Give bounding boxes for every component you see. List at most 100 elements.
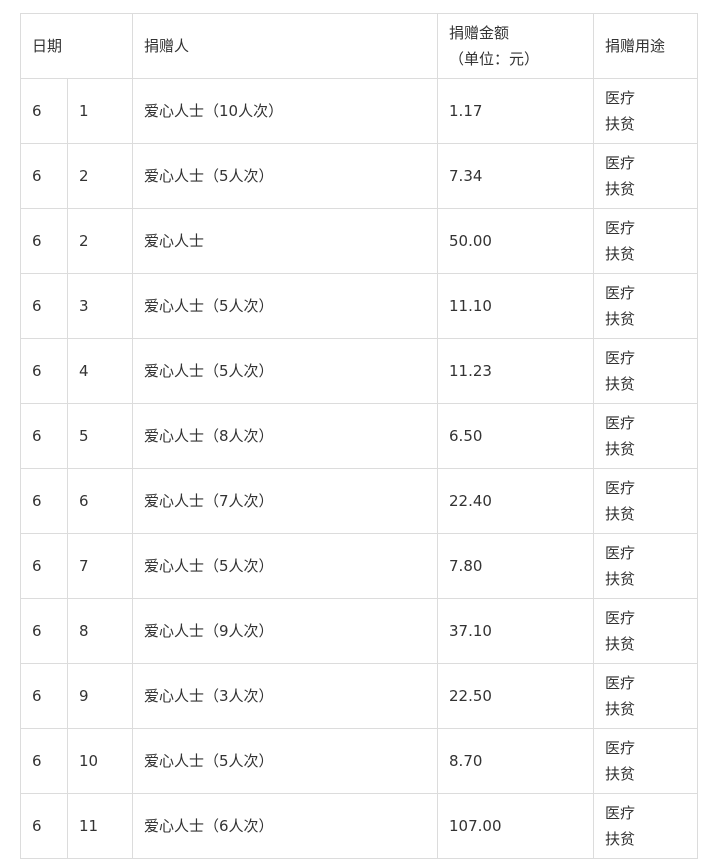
table-row: 6 7 爱心人士（5人次） 7.80 医疗 扶贫 xyxy=(20,533,699,599)
amount-cell: 107.00 xyxy=(437,793,595,859)
month-cell: 6 xyxy=(20,663,68,729)
purpose-item: 扶贫 xyxy=(605,830,636,848)
table-row: 6 8 爱心人士（9人次） 37.10 医疗 扶贫 xyxy=(20,598,699,664)
table-row: 6 9 爱心人士（3人次） 22.50 医疗 扶贫 xyxy=(20,663,699,729)
header-purpose: 捐赠用途 xyxy=(593,13,699,79)
table-row: 6 6 爱心人士（7人次） 22.40 医疗 扶贫 xyxy=(20,468,699,534)
donor-cell: 爱心人士（9人次） xyxy=(132,598,439,664)
donor-cell: 爱心人士（10人次） xyxy=(132,78,439,144)
month-cell: 6 xyxy=(20,208,68,274)
purpose-item: 扶贫 xyxy=(605,115,636,133)
day-cell: 2 xyxy=(66,143,134,209)
purpose-cell: 医疗 扶贫 xyxy=(593,468,699,534)
purpose-item: 医疗 xyxy=(605,89,636,107)
day-cell: 1 xyxy=(66,78,134,144)
purpose-cell: 医疗 扶贫 xyxy=(593,533,699,599)
day-cell: 2 xyxy=(66,208,134,274)
day-cell: 7 xyxy=(66,533,134,599)
purpose-cell: 医疗 扶贫 xyxy=(593,598,699,664)
month-cell: 6 xyxy=(20,338,68,404)
table-row: 6 4 爱心人士（5人次） 11.23 医疗 扶贫 xyxy=(20,338,699,404)
table-row: 6 1 爱心人士（10人次） 1.17 医疗扶贫 xyxy=(20,78,699,144)
purpose-item: 扶贫 xyxy=(605,570,636,588)
purpose-cell: 医疗 扶贫 xyxy=(593,728,699,794)
day-cell: 6 xyxy=(66,468,134,534)
purpose-item: 医疗 xyxy=(605,674,636,692)
amount-cell: 22.50 xyxy=(437,663,595,729)
amount-cell: 7.80 xyxy=(437,533,595,599)
donor-cell: 爱心人士（7人次） xyxy=(132,468,439,534)
purpose-item: 扶贫 xyxy=(605,635,636,653)
purpose-cell: 医疗 扶贫 xyxy=(593,208,699,274)
table-row: 6 2 爱心人士（5人次） 7.34 医疗 扶贫 xyxy=(20,143,699,209)
table-row: 6 2 爱心人士 50.00 医疗 扶贫 xyxy=(20,208,699,274)
month-cell: 6 xyxy=(20,273,68,339)
amount-cell: 8.70 xyxy=(437,728,595,794)
month-cell: 6 xyxy=(20,468,68,534)
header-donor: 捐赠人 xyxy=(132,13,439,79)
header-date: 日期 xyxy=(19,13,134,79)
donor-cell: 爱心人士（5人次） xyxy=(132,338,439,404)
amount-cell: 7.34 xyxy=(437,143,595,209)
purpose-item: 医疗 xyxy=(605,479,636,497)
amount-cell: 50.00 xyxy=(437,208,595,274)
purpose-item: 扶贫 xyxy=(605,505,636,523)
day-cell: 5 xyxy=(66,403,134,469)
day-cell: 3 xyxy=(66,273,134,339)
donor-cell: 爱心人士（6人次） xyxy=(132,793,439,859)
purpose-item: 扶贫 xyxy=(605,700,636,718)
purpose-cell: 医疗 扶贫 xyxy=(593,793,699,859)
header-amount: 捐赠金额 （单位：元） xyxy=(437,13,595,79)
month-cell: 6 xyxy=(20,403,68,469)
purpose-item: 医疗 xyxy=(605,284,636,302)
donation-table: 日期 捐赠人 捐赠金额 （单位：元） 捐赠用途 6 1 爱心人士（10人次） 1.17 医… xyxy=(19,13,699,859)
donor-cell: 爱心人士（5人次） xyxy=(132,273,439,339)
purpose-item: 扶贫 xyxy=(605,440,636,458)
month-cell: 6 xyxy=(20,533,68,599)
table-row: 6 3 爱心人士（5人次） 11.10 医疗 扶贫 xyxy=(20,273,699,339)
purpose-item: 医疗 xyxy=(605,609,636,627)
purpose-item: 扶贫 xyxy=(605,375,636,393)
purpose-item: 扶贫 xyxy=(605,245,636,263)
month-cell: 6 xyxy=(20,78,68,144)
day-cell: 4 xyxy=(66,338,134,404)
purpose-item: 医疗 xyxy=(605,349,636,367)
table-row: 6 5 爱心人士（8人次） 6.50 医疗 扶贫 xyxy=(20,403,699,469)
donor-cell: 爱心人士（5人次） xyxy=(132,728,439,794)
month-cell: 6 xyxy=(20,793,68,859)
day-cell: 10 xyxy=(66,728,134,794)
donor-cell: 爱心人士（5人次） xyxy=(132,533,439,599)
purpose-item: 扶贫 xyxy=(605,765,636,783)
header-amount-unit: （单位：元） xyxy=(449,50,540,68)
table-row: 6 10 爱心人士（5人次） 8.70 医疗 扶贫 xyxy=(20,728,699,794)
donor-cell: 爱心人士（3人次） xyxy=(132,663,439,729)
purpose-item: 扶贫 xyxy=(605,180,636,198)
donor-cell: 爱心人士（8人次） xyxy=(132,403,439,469)
purpose-item: 扶贫 xyxy=(605,310,636,328)
header-row: 日期 捐赠人 捐赠金额 （单位：元） 捐赠用途 xyxy=(19,13,699,79)
purpose-item: 医疗 xyxy=(605,804,636,822)
purpose-cell: 医疗 扶贫 xyxy=(593,273,699,339)
purpose-item: 医疗 xyxy=(605,544,636,562)
amount-cell: 11.23 xyxy=(437,338,595,404)
purpose-cell: 医疗 扶贫 xyxy=(593,663,699,729)
purpose-cell: 医疗 扶贫 xyxy=(593,338,699,404)
purpose-cell: 医疗 扶贫 xyxy=(593,403,699,469)
day-cell: 11 xyxy=(66,793,134,859)
donor-cell: 爱心人士 xyxy=(132,208,439,274)
purpose-item: 医疗 xyxy=(605,154,636,172)
month-cell: 6 xyxy=(20,143,68,209)
donor-cell: 爱心人士（5人次） xyxy=(132,143,439,209)
purpose-item: 医疗 xyxy=(605,219,636,237)
amount-cell: 37.10 xyxy=(437,598,595,664)
table-row: 6 11 爱心人士（6人次） 107.00 医疗 扶贫 xyxy=(20,793,699,859)
month-cell: 6 xyxy=(20,728,68,794)
header-amount-label: 捐赠金额 xyxy=(449,24,510,42)
purpose-item: 医疗 xyxy=(605,414,636,432)
amount-cell: 11.10 xyxy=(437,273,595,339)
day-cell: 9 xyxy=(66,663,134,729)
amount-cell: 22.40 xyxy=(437,468,595,534)
day-cell: 8 xyxy=(66,598,134,664)
purpose-cell: 医疗 扶贫 xyxy=(593,143,699,209)
amount-cell: 1.17 xyxy=(437,78,595,144)
